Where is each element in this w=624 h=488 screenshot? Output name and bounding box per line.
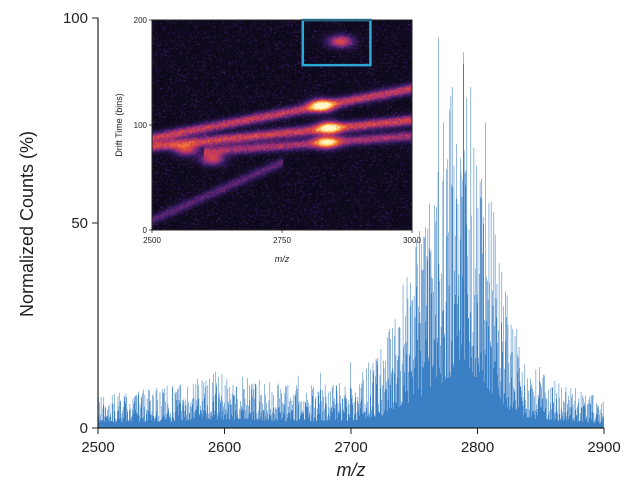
x-tick-label: 2700 — [334, 439, 367, 456]
main-x-axis-title: m/z — [337, 460, 366, 480]
inset-x-tick-label: 2500 — [143, 236, 161, 245]
main-x-ticks: 2500 2600 2700 2800 2900 — [81, 428, 621, 456]
inset-x-axis-title: m/z — [275, 254, 290, 264]
y-tick-label: 50 — [71, 215, 88, 232]
y-tick-label: 100 — [63, 10, 88, 27]
inset-heatmap — [152, 20, 412, 230]
x-tick-label: 2900 — [587, 439, 620, 456]
main-y-axis-title: Normalized Counts (%) — [17, 131, 37, 317]
y-tick-label: 0 — [80, 420, 88, 437]
x-tick-label: 2800 — [461, 439, 494, 456]
x-tick-label: 2600 — [208, 439, 241, 456]
main-y-ticks: 0 50 100 — [63, 10, 98, 437]
inset-y-tick-label: 100 — [134, 121, 148, 130]
inset-y-ticks: 0 100 200 — [134, 16, 152, 235]
inset-y-tick-label: 0 — [143, 226, 148, 235]
x-tick-label: 2500 — [81, 439, 114, 456]
inset-chart: 2500 2750 3000 0 100 200 m/z Drift Time (bin… — [114, 16, 421, 264]
inset-x-tick-label: 3000 — [403, 236, 421, 245]
inset-y-axis-title: Drift Time (bins) — [114, 93, 124, 157]
inset-y-tick-label: 200 — [134, 16, 148, 25]
inset-x-tick-label: 2750 — [273, 236, 291, 245]
main-chart: 2500 2600 2700 2800 2900 0 50 100 m/z Normaliz… — [17, 10, 621, 480]
inset-x-ticks: 2500 2750 3000 — [143, 230, 421, 245]
